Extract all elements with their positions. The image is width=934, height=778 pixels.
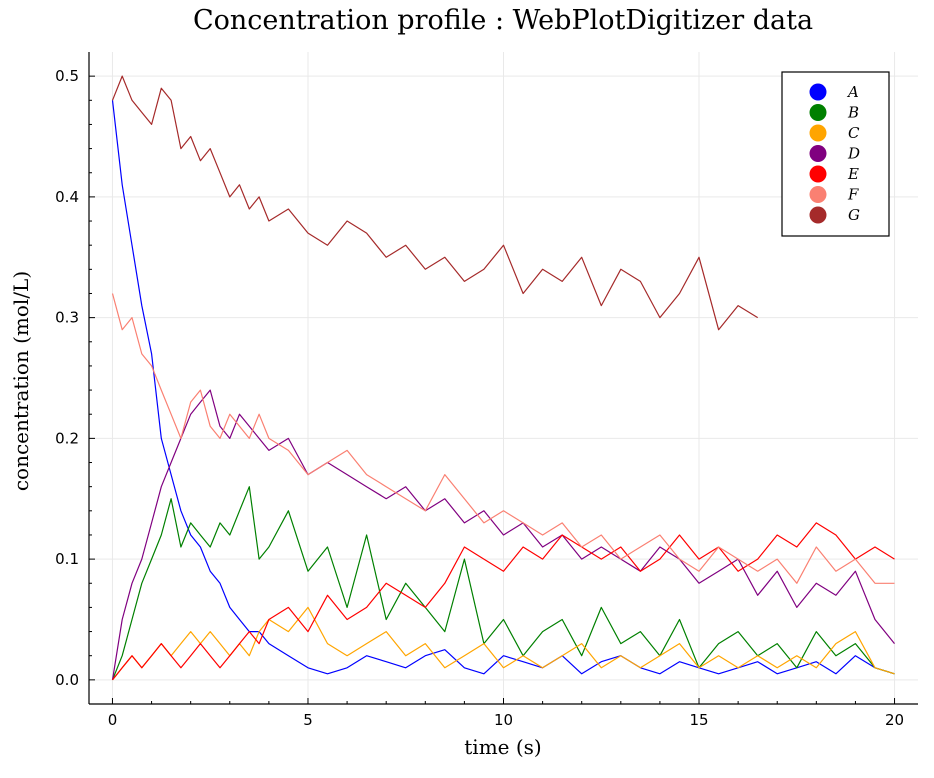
y-tick-label-4: 0.4 [55, 188, 79, 206]
x-axis-label: time (s) [464, 735, 541, 759]
y-tick-label-2: 0.2 [55, 429, 79, 447]
series-line-G [111, 75, 759, 331]
series-line-F [111, 293, 895, 584]
legend-label-B: B [847, 104, 859, 122]
series-line-C [112, 606, 895, 681]
x-tick-label-1: 5 [303, 711, 313, 729]
legend-label-G: G [848, 206, 860, 224]
x-tick-label-3: 15 [689, 711, 708, 729]
x-tick-label-2: 10 [494, 711, 513, 729]
x-tick-label-0: 0 [108, 711, 118, 729]
legend-marker-F [809, 186, 827, 203]
y-tick-label-3: 0.3 [55, 309, 79, 327]
legend-label-A: A [846, 83, 859, 101]
y-tick-label-5: 0.5 [55, 67, 79, 85]
y-tick-label-0: 0.0 [55, 671, 79, 689]
chart-title: Concentration profile : WebPlotDigitizer… [193, 5, 813, 36]
series-lines [111, 75, 895, 681]
legend-label-E: E [847, 165, 859, 183]
legend-marker-D [809, 145, 827, 162]
tick-labels: 0 5 10 15 20 0.0 0.1 0.2 0.3 0.4 0.5 [55, 67, 904, 729]
x-tick-label-4: 20 [885, 711, 904, 729]
legend-label-D: D [847, 145, 860, 163]
legend-box [781, 71, 890, 237]
legend-marker-A [809, 83, 827, 101]
grid [89, 52, 918, 704]
legend-marker-C [809, 124, 827, 142]
axes [88, 52, 918, 705]
y-axis-label: concentration (mol/L) [9, 271, 33, 491]
series-line-E [112, 522, 895, 681]
legend-marker-B [809, 104, 827, 121]
legend-label-C: C [848, 124, 860, 142]
legend-marker-G [809, 206, 827, 224]
y-tick-label-1: 0.1 [55, 550, 79, 568]
legend-label-F: F [847, 186, 859, 204]
legend-marker-E [809, 165, 827, 183]
